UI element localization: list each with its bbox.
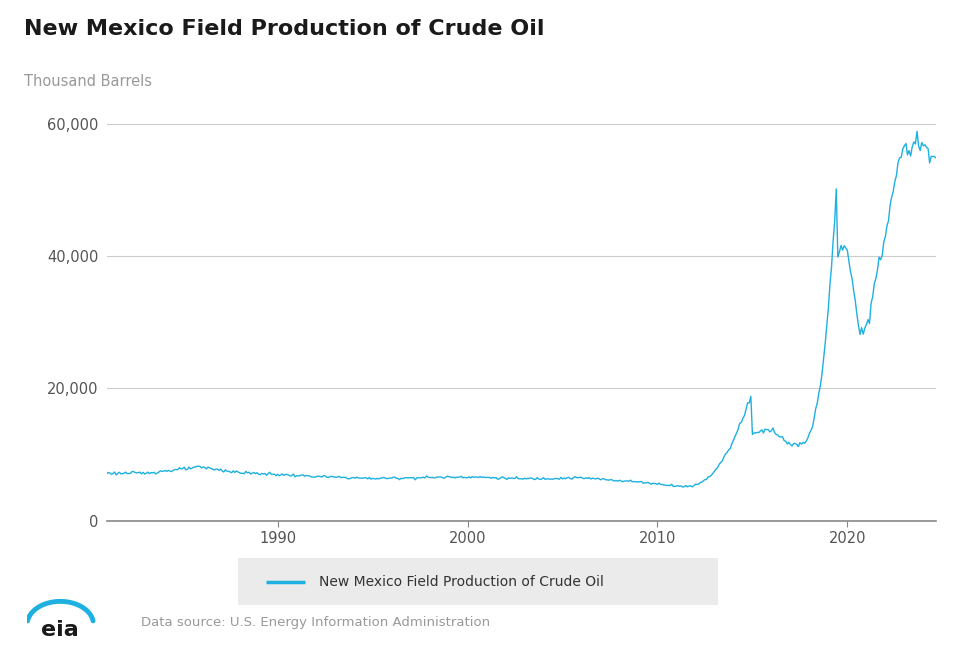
Text: Thousand Barrels: Thousand Barrels xyxy=(24,74,152,89)
Text: New Mexico Field Production of Crude Oil: New Mexico Field Production of Crude Oil xyxy=(24,19,545,39)
Text: New Mexico Field Production of Crude Oil: New Mexico Field Production of Crude Oil xyxy=(319,575,604,589)
Text: Data source: U.S. Energy Information Administration: Data source: U.S. Energy Information Adm… xyxy=(141,616,489,629)
Text: eia: eia xyxy=(42,620,79,640)
